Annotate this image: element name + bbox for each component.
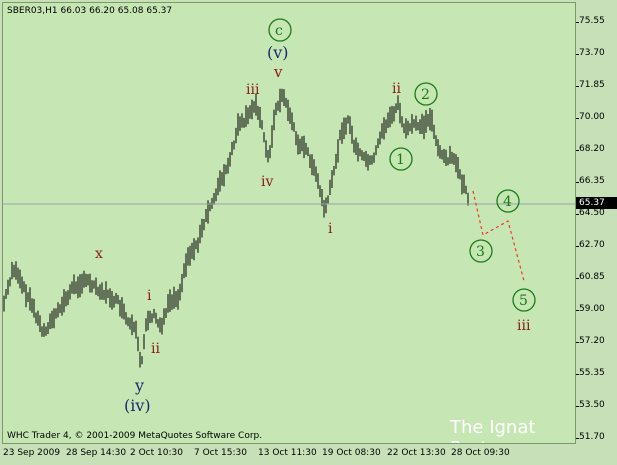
price-axis-tick [576,374,579,375]
wave-annotations: x i ii y (iv) iii iv v (v) c i ii 1 2 3 … [3,18,575,415]
price-chart-area[interactable]: x i ii y (iv) iii iv v (v) c i ii 1 2 3 … [2,2,576,444]
wave-circle-1 [389,147,413,171]
price-axis-tick [576,214,579,215]
price-axis-tick [576,182,579,183]
wave-label-3: 3 [476,244,485,260]
price-axis-tick [576,406,579,407]
price-axis-tick [576,246,579,247]
wave-label-y: y [134,376,144,395]
price-axis-tick [576,438,579,439]
price-axis-tick [576,310,579,311]
price-axis-label: 66.35 [579,176,605,186]
wave-label-ii-left: ii [151,341,160,357]
price-axis-label: 62.70 [579,240,605,250]
wave-label-v: v [273,63,283,81]
wave-label-i-left: i [147,288,152,304]
projection-path [472,190,525,282]
price-axis-label: 59.00 [579,304,605,314]
candlestick-series [3,88,469,368]
wave-label-iii: iii [246,82,260,98]
time-axis-label: 23 Sep 2009 [3,448,61,458]
price-axis-label: 73.70 [579,48,605,58]
time-axis-label: 7 Oct 15:30 [194,448,247,458]
price-axis-label: 60.85 [579,272,605,282]
wave-circle-5 [512,288,536,312]
wave-label-c: c [275,23,283,39]
wave-label-i-mid: i [328,221,333,237]
price-axis-label: 57.20 [579,336,605,346]
price-axis-tick [576,54,579,55]
wave-label-4: 4 [503,194,512,210]
wave-circle-c [268,18,292,42]
price-axis-tick [576,86,579,87]
price-axis-label: 55.35 [579,368,605,378]
wave-circle-3 [469,239,493,263]
price-axis-label: 64.50 [579,208,605,218]
price-axis-label: 75.55 [579,16,605,26]
symbol-info: SBER03,H1 66.03 66.20 65.08 65.37 [7,6,173,16]
wave-label-iii-right: iii [517,318,531,334]
price-axis-tick [576,22,579,23]
wave-label-2: 2 [421,87,430,103]
price-axis-label: 68.20 [579,144,605,154]
price-axis-label: 71.85 [579,80,605,90]
time-axis-label: 2 Oct 10:30 [130,448,183,458]
time-axis-label: 28 Sep 14:30 [66,448,127,458]
wave-label-5: 5 [519,293,528,309]
price-axis-tick [576,342,579,343]
price-axis-label: 70.00 [579,112,605,122]
time-axis-label: 22 Oct 13:30 [387,448,446,458]
price-axis-tick [576,118,579,119]
time-axis-label: 28 Oct 09:30 [451,448,510,458]
wave-label-1: 1 [396,152,405,168]
price-axis: 75.55 73.70 71.85 70.00 68.20 66.35 64.50 62.70… [576,2,617,444]
price-axis-tick [576,150,579,151]
time-axis-label: 13 Oct 11:30 [258,448,317,458]
wave-label-iv-paren: (iv) [124,396,151,415]
wave-circle-4 [496,189,520,213]
wave-label-ii-mid: ii [392,81,401,97]
wave-label-iv: iv [261,174,273,190]
price-axis-tick [576,278,579,279]
copyright-text: WHC Trader 4, © 2001-2009 MetaQuotes Sof… [7,431,263,441]
time-axis-label: 19 Oct 08:30 [322,448,381,458]
current-price-tag: 65.37 [576,197,617,209]
time-axis: 23 Sep 2009 28 Sep 14:30 2 Oct 10:30 7 Oct … [0,444,617,465]
wave-label-v-paren: (v) [267,43,289,62]
wave-label-x: x [95,246,103,262]
wave-circle-2 [414,82,438,106]
watermark-text: The Ignat Post [450,417,536,443]
price-axis-label: 51.70 [579,432,605,442]
price-axis-label: 53.50 [579,400,605,410]
